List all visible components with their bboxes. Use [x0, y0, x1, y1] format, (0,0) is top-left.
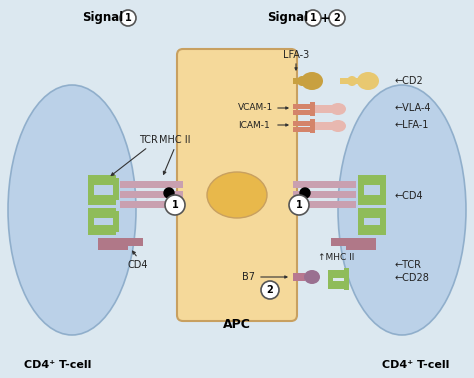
Ellipse shape: [338, 85, 466, 335]
Bar: [293, 181, 356, 188]
Text: 1: 1: [296, 200, 302, 210]
Bar: [328, 270, 346, 278]
Text: CD4: CD4: [128, 260, 148, 270]
Text: +: +: [319, 11, 330, 25]
Ellipse shape: [330, 120, 346, 132]
Bar: [293, 110, 313, 115]
Bar: [113, 178, 119, 200]
Text: ←VLA-4: ←VLA-4: [395, 103, 431, 113]
Bar: [358, 178, 364, 200]
Text: Signal: Signal: [267, 11, 309, 25]
Bar: [293, 191, 356, 198]
Bar: [310, 119, 315, 133]
Bar: [293, 201, 356, 208]
Bar: [120, 201, 183, 208]
Bar: [120, 181, 183, 188]
Circle shape: [300, 188, 310, 198]
Text: 2: 2: [266, 285, 273, 295]
Bar: [293, 121, 313, 126]
Bar: [380, 208, 386, 235]
Ellipse shape: [330, 103, 346, 115]
Bar: [358, 211, 364, 232]
Text: Signal: Signal: [82, 11, 124, 25]
Text: ←TCR: ←TCR: [395, 260, 422, 270]
Bar: [88, 175, 116, 185]
Ellipse shape: [347, 76, 357, 86]
Ellipse shape: [357, 72, 379, 90]
Text: 2: 2: [334, 13, 340, 23]
Bar: [88, 175, 94, 205]
Text: TCR: TCR: [138, 135, 157, 145]
Text: VCAM-1: VCAM-1: [238, 104, 273, 113]
Bar: [293, 104, 313, 109]
Circle shape: [329, 10, 345, 26]
Circle shape: [261, 281, 279, 299]
Bar: [88, 208, 116, 218]
Bar: [88, 195, 116, 205]
Bar: [380, 175, 386, 205]
Bar: [113, 211, 119, 232]
Text: ←CD4: ←CD4: [395, 191, 424, 201]
Bar: [293, 127, 313, 132]
Text: ←CD28: ←CD28: [395, 273, 430, 283]
Bar: [98, 238, 143, 246]
Text: B7: B7: [243, 272, 255, 282]
Text: 1: 1: [125, 13, 131, 23]
Bar: [310, 102, 315, 116]
Bar: [340, 78, 362, 84]
Text: CD4⁺ T-cell: CD4⁺ T-cell: [383, 360, 450, 370]
Text: ↑MHC II: ↑MHC II: [318, 254, 355, 262]
Bar: [293, 273, 305, 281]
Text: MHC II: MHC II: [159, 135, 191, 145]
Bar: [328, 281, 346, 289]
Bar: [120, 191, 183, 198]
Bar: [315, 122, 333, 130]
FancyBboxPatch shape: [177, 49, 297, 321]
Circle shape: [120, 10, 136, 26]
Bar: [358, 175, 386, 185]
Circle shape: [165, 195, 185, 215]
Circle shape: [164, 188, 174, 198]
Bar: [88, 208, 94, 235]
Circle shape: [289, 195, 309, 215]
Text: APC: APC: [223, 318, 251, 330]
Bar: [98, 244, 128, 250]
Ellipse shape: [8, 85, 136, 335]
Text: LFA-3: LFA-3: [283, 50, 309, 60]
Bar: [88, 225, 116, 235]
Text: ←CD2: ←CD2: [395, 76, 424, 86]
Text: CD4⁺ T-cell: CD4⁺ T-cell: [24, 360, 91, 370]
Ellipse shape: [301, 72, 323, 90]
Bar: [328, 274, 333, 288]
Ellipse shape: [304, 270, 320, 284]
Text: ICAM-1: ICAM-1: [238, 121, 270, 130]
Text: 1: 1: [172, 200, 178, 210]
Ellipse shape: [207, 172, 267, 218]
Text: ←LFA-1: ←LFA-1: [395, 120, 429, 130]
Text: 1: 1: [310, 13, 316, 23]
Circle shape: [305, 10, 321, 26]
Bar: [293, 78, 303, 84]
Bar: [358, 225, 386, 235]
Bar: [331, 238, 376, 246]
Bar: [358, 208, 386, 218]
Ellipse shape: [297, 76, 307, 86]
Bar: [315, 105, 333, 113]
Bar: [358, 195, 386, 205]
Bar: [344, 268, 349, 290]
Bar: [346, 244, 376, 250]
